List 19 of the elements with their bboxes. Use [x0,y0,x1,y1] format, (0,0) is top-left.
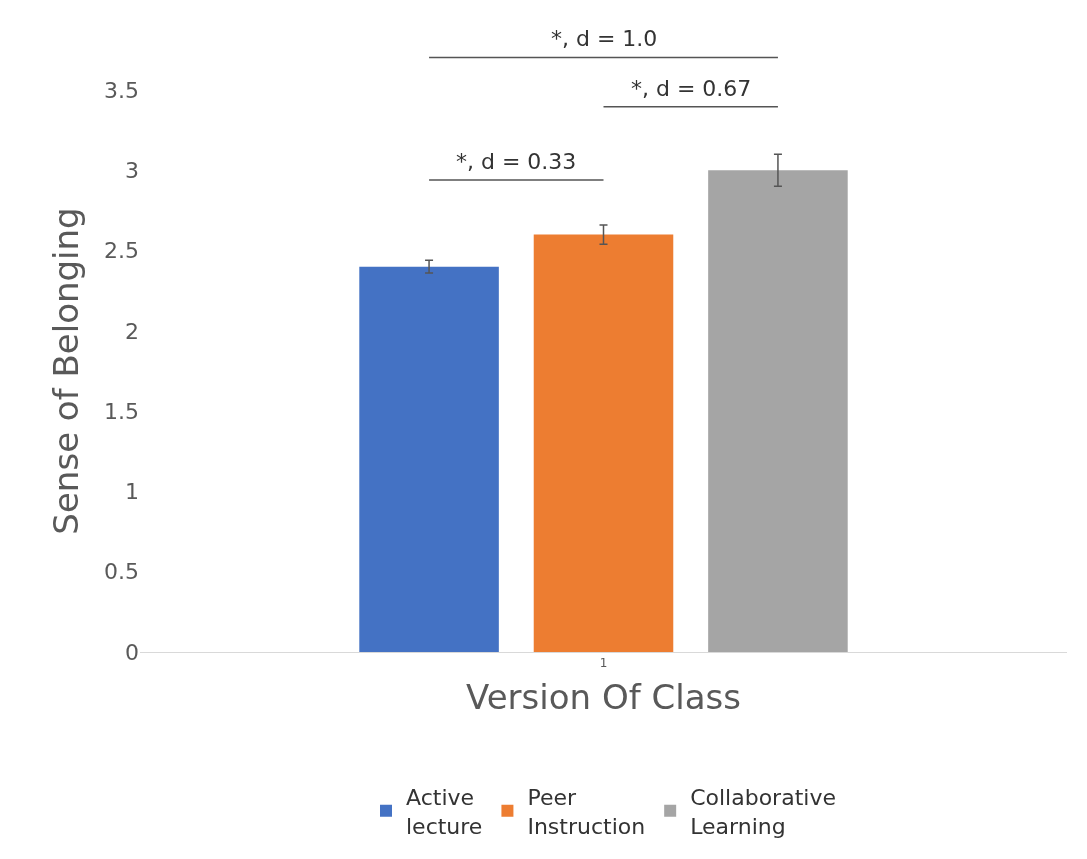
legend-label: Active lecture [406,785,483,839]
y-axis-title: Sense of Belonging [45,207,86,535]
y-tick-label: 1 [125,479,139,505]
y-tick-label: 0 [125,639,139,665]
y-tick-label: 0.5 [104,559,139,585]
legend-label: Peer Instruction [527,785,646,839]
annotation: *, d = 0.67 [631,76,752,101]
bar [708,170,848,652]
y-tick-label: 2 [125,318,139,344]
legend-label: Collaborative Learning [690,785,836,839]
y-tick-label: 1.5 [104,398,139,424]
x-axis-title: Version Of Class [466,676,741,717]
bar [533,234,674,652]
y-tick-label: 3 [125,157,139,183]
annotation: *, d = 0.33 [456,149,577,174]
y-tick-label: 3.5 [104,77,139,103]
bar [359,266,499,652]
text: *, d = 1.0 [551,26,658,51]
y-tick-label: 2.5 [104,238,139,264]
